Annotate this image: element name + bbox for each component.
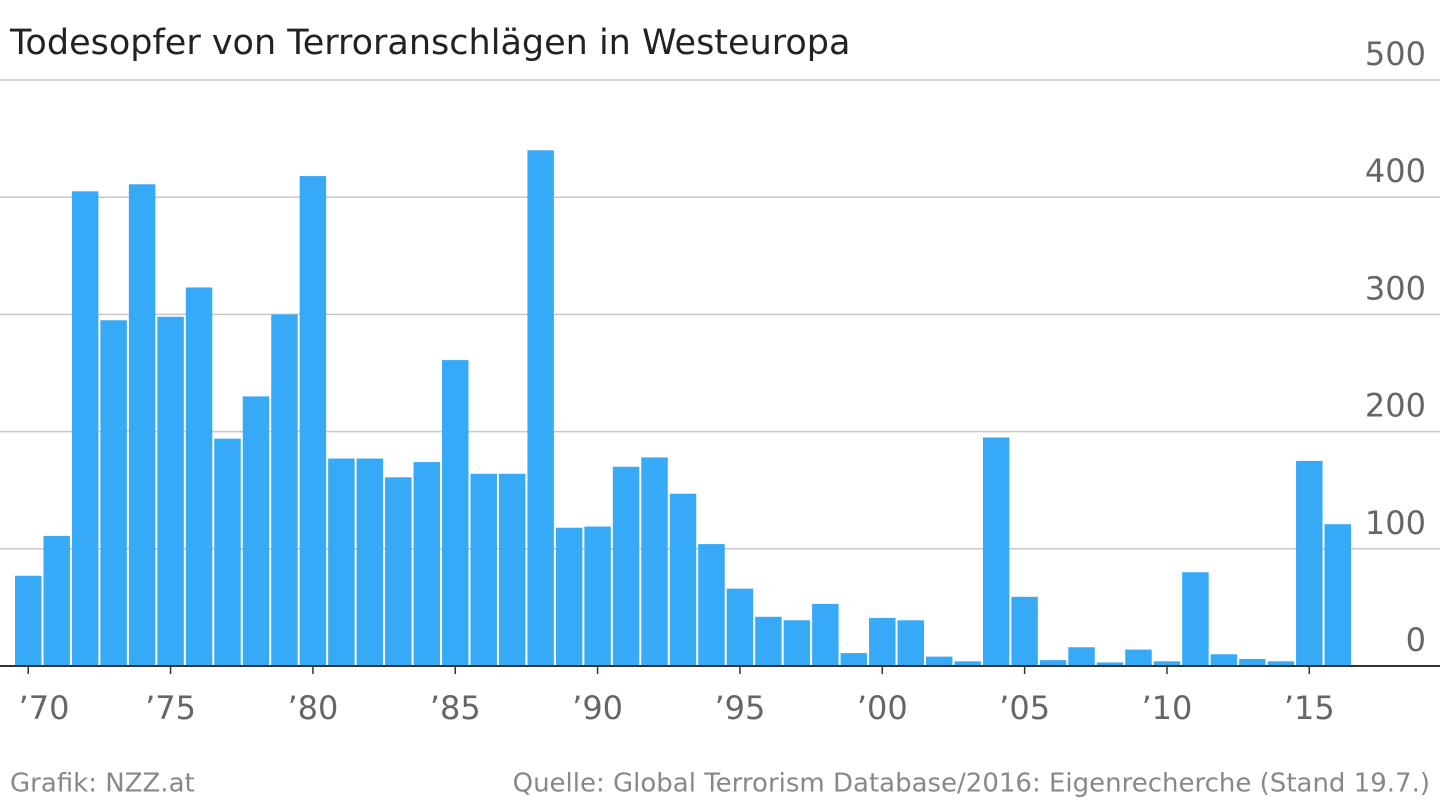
bar [897, 620, 924, 666]
y-tick-label: 200 [1365, 387, 1426, 425]
bar [128, 184, 156, 667]
y-tick-label: 100 [1365, 504, 1426, 542]
bar [356, 458, 384, 666]
x-tick-label: ’05 [999, 689, 1050, 727]
bar [1153, 661, 1181, 666]
bar [982, 437, 1010, 666]
bar [1011, 596, 1038, 666]
bar [783, 620, 811, 666]
bar [242, 396, 270, 666]
bar [612, 466, 640, 666]
bar [1182, 572, 1209, 666]
bar [1039, 660, 1067, 666]
bar [185, 287, 213, 666]
y-tick-label: 400 [1365, 152, 1426, 190]
bar [812, 603, 839, 666]
x-tick-label: ’15 [1284, 689, 1335, 727]
bar [669, 493, 697, 666]
x-tick-label: ’70 [19, 689, 70, 727]
bar [527, 150, 554, 666]
chart-title: Todesopfer von Terroranschlägen in Weste… [9, 23, 850, 63]
bar [442, 360, 469, 666]
bar [1267, 661, 1295, 666]
bar [1125, 649, 1152, 666]
credit: Grafik: NZZ.at [10, 769, 195, 799]
bar [15, 575, 42, 666]
bar [299, 176, 327, 666]
y-tick-label: 300 [1365, 269, 1426, 307]
y-tick-label: 500 [1365, 35, 1426, 73]
bar [840, 653, 868, 666]
bar [157, 316, 184, 666]
x-tick-label: ’75 [145, 689, 196, 727]
bar [1239, 658, 1266, 666]
bar [43, 535, 70, 666]
x-tick-label: ’10 [1142, 689, 1193, 727]
bar [100, 320, 127, 666]
bar [1096, 662, 1124, 666]
bar [498, 473, 526, 666]
bar [1068, 647, 1095, 666]
bar [1210, 654, 1238, 666]
x-tick-label: ’95 [714, 689, 765, 727]
source: Quelle: Global Terrorism Database/2016: … [513, 769, 1430, 799]
x-tick-label: ’85 [430, 689, 481, 727]
bar [271, 314, 298, 666]
bar [954, 661, 981, 666]
bar [385, 477, 412, 666]
bar [755, 616, 782, 666]
x-tick-label: ’90 [572, 689, 623, 727]
bar [698, 544, 725, 666]
bar [584, 526, 611, 666]
x-tick-label: ’00 [857, 689, 908, 727]
bar [869, 617, 896, 666]
bar [413, 462, 441, 666]
bar [214, 438, 241, 666]
bar [641, 457, 668, 666]
bar [1324, 524, 1351, 666]
bar [726, 588, 754, 666]
x-tick-label: ’80 [287, 689, 338, 727]
bar [1296, 460, 1323, 666]
bar [71, 191, 99, 666]
bar [328, 458, 355, 666]
bar [925, 656, 953, 666]
bar [555, 527, 583, 666]
bar [470, 473, 497, 666]
y-tick-label: 0 [1406, 621, 1426, 659]
